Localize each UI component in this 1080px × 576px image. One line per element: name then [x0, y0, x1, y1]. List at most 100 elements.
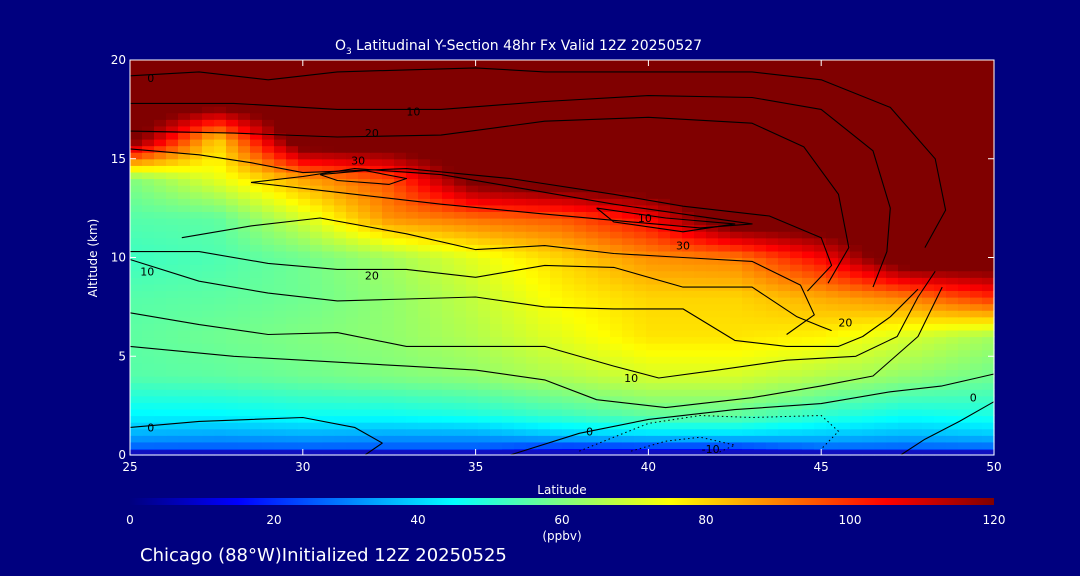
field-cell	[502, 119, 515, 127]
field-cell	[406, 198, 419, 206]
field-cell	[226, 73, 239, 81]
field-cell	[478, 224, 491, 232]
field-cell	[130, 349, 143, 357]
field-cell	[394, 112, 407, 120]
field-cell	[202, 185, 215, 193]
field-cell	[754, 237, 767, 245]
field-cell	[550, 343, 563, 351]
field-cell	[778, 323, 791, 331]
field-cell	[262, 303, 275, 311]
field-cell	[202, 73, 215, 81]
field-cell	[922, 303, 935, 311]
field-cell	[886, 79, 899, 87]
field-cell	[814, 158, 827, 166]
field-cell	[742, 297, 755, 305]
field-cell	[670, 171, 683, 180]
field-cell	[646, 224, 659, 232]
field-cell	[490, 297, 503, 305]
field-cell	[838, 422, 851, 430]
field-cell	[838, 362, 851, 371]
field-cell	[682, 428, 695, 436]
field-cell	[802, 106, 815, 114]
field-cell	[550, 369, 563, 377]
field-cell	[694, 79, 707, 87]
field-cell	[838, 237, 851, 245]
field-cell	[190, 139, 203, 147]
field-cell	[694, 369, 707, 377]
field-cell	[670, 139, 683, 147]
field-cell	[562, 178, 575, 186]
field-cell	[286, 231, 299, 239]
field-cell	[862, 79, 875, 87]
field-cell	[766, 171, 779, 180]
field-cell	[730, 323, 743, 331]
field-cell	[958, 408, 971, 417]
field-cell	[430, 422, 443, 430]
field-cell	[646, 198, 659, 206]
field-cell	[562, 198, 575, 206]
field-cell	[310, 185, 323, 193]
field-cell	[298, 310, 311, 318]
field-cell	[250, 303, 263, 311]
field-cell	[526, 369, 539, 377]
field-cell	[754, 99, 767, 107]
field-cell	[898, 204, 911, 213]
field-cell	[394, 422, 407, 430]
field-cell	[814, 145, 827, 153]
field-cell	[334, 165, 347, 173]
field-cell	[850, 422, 863, 430]
field-cell	[334, 382, 347, 390]
field-cell	[382, 86, 395, 94]
contour-label: 30	[351, 155, 365, 168]
field-cell	[574, 73, 587, 81]
field-cell	[322, 218, 335, 226]
field-cell	[790, 264, 803, 272]
field-cell	[250, 389, 263, 397]
field-cell	[394, 310, 407, 318]
field-cell	[790, 204, 803, 213]
field-cell	[490, 86, 503, 94]
field-cell	[142, 303, 155, 311]
colorbar-ticks: 0 20 40 60 80 100 120	[126, 513, 1005, 527]
field-cell	[718, 158, 731, 166]
field-cell	[238, 428, 251, 436]
field-cell	[550, 171, 563, 180]
field-cell	[646, 231, 659, 239]
field-cell	[562, 139, 575, 147]
field-cell	[130, 79, 143, 87]
field-cell	[286, 139, 299, 147]
field-cell	[826, 231, 839, 239]
field-cell	[802, 336, 815, 344]
field-cell	[238, 264, 251, 272]
field-cell	[958, 402, 971, 410]
field-cell	[946, 336, 959, 344]
field-cell	[190, 125, 203, 134]
field-cell	[550, 106, 563, 114]
field-cell	[682, 389, 695, 397]
field-cell	[958, 92, 971, 101]
field-cell	[574, 362, 587, 371]
field-cell	[898, 66, 911, 74]
field-cell	[250, 165, 263, 173]
field-cell	[922, 402, 935, 410]
field-cell	[262, 119, 275, 127]
field-cell	[526, 231, 539, 239]
field-cell	[982, 323, 995, 331]
contour-label: 10	[140, 265, 154, 278]
field-cell	[178, 395, 191, 403]
field-cell	[514, 270, 527, 278]
field-cell	[766, 270, 779, 278]
field-cell	[646, 382, 659, 390]
field-cell	[526, 165, 539, 173]
field-cell	[754, 376, 767, 384]
field-cell	[382, 428, 395, 436]
field-cell	[634, 395, 647, 403]
field-cell	[730, 290, 743, 298]
field-cell	[886, 99, 899, 107]
field-cell	[946, 441, 959, 450]
field-cell	[718, 86, 731, 94]
field-cell	[382, 415, 395, 423]
field-cell	[478, 250, 491, 259]
field-cell	[934, 204, 947, 213]
field-cell	[886, 415, 899, 423]
